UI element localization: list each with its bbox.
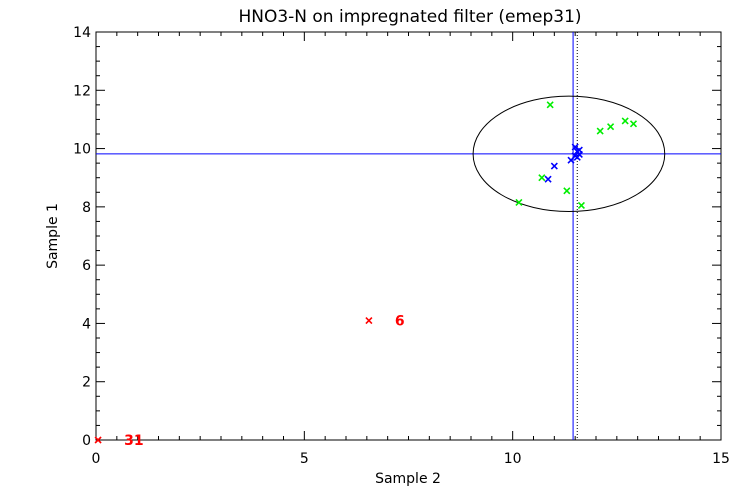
data-point [571, 143, 579, 151]
x-tick-label: 0 [92, 451, 101, 467]
chart-title: HNO3-N on impregnated filter (emep31) [238, 7, 581, 27]
data-point [546, 101, 554, 109]
y-tick-label: 4 [82, 316, 91, 332]
x-tick-label: 5 [300, 451, 309, 467]
data-point [621, 117, 629, 125]
y-tick-label: 10 [73, 142, 91, 158]
y-tick-label: 0 [82, 433, 91, 449]
data-point [538, 174, 546, 182]
data-point [365, 316, 373, 325]
data-point [544, 175, 552, 183]
plot-area: 0 5 10 15 0 2 4 6 8 10 12 14 6 31 [73, 25, 730, 467]
y-tick-label: 2 [82, 375, 91, 391]
data-point [607, 123, 615, 131]
data-point [577, 201, 585, 209]
data-point-label: 6 [395, 314, 405, 330]
confidence-ellipse [472, 95, 666, 213]
data-point [596, 127, 604, 135]
data-point [94, 436, 102, 444]
data-point [629, 120, 638, 128]
y-tick-label: 8 [82, 200, 91, 216]
data-point-label: 31 [124, 433, 143, 449]
y-axis-label: Sample 1 [45, 203, 61, 269]
data-point [575, 146, 583, 154]
y-tick-label: 12 [73, 83, 91, 99]
data-point [563, 187, 571, 195]
data-point [550, 162, 558, 170]
y-tick-label: 6 [82, 258, 91, 274]
x-tick-label: 15 [712, 451, 730, 467]
data-point [515, 198, 523, 207]
plot-frame [95, 31, 722, 441]
y-tick-label: 14 [73, 25, 91, 41]
x-axis-label: Sample 2 [375, 471, 441, 487]
x-tick-label: 10 [504, 451, 522, 467]
